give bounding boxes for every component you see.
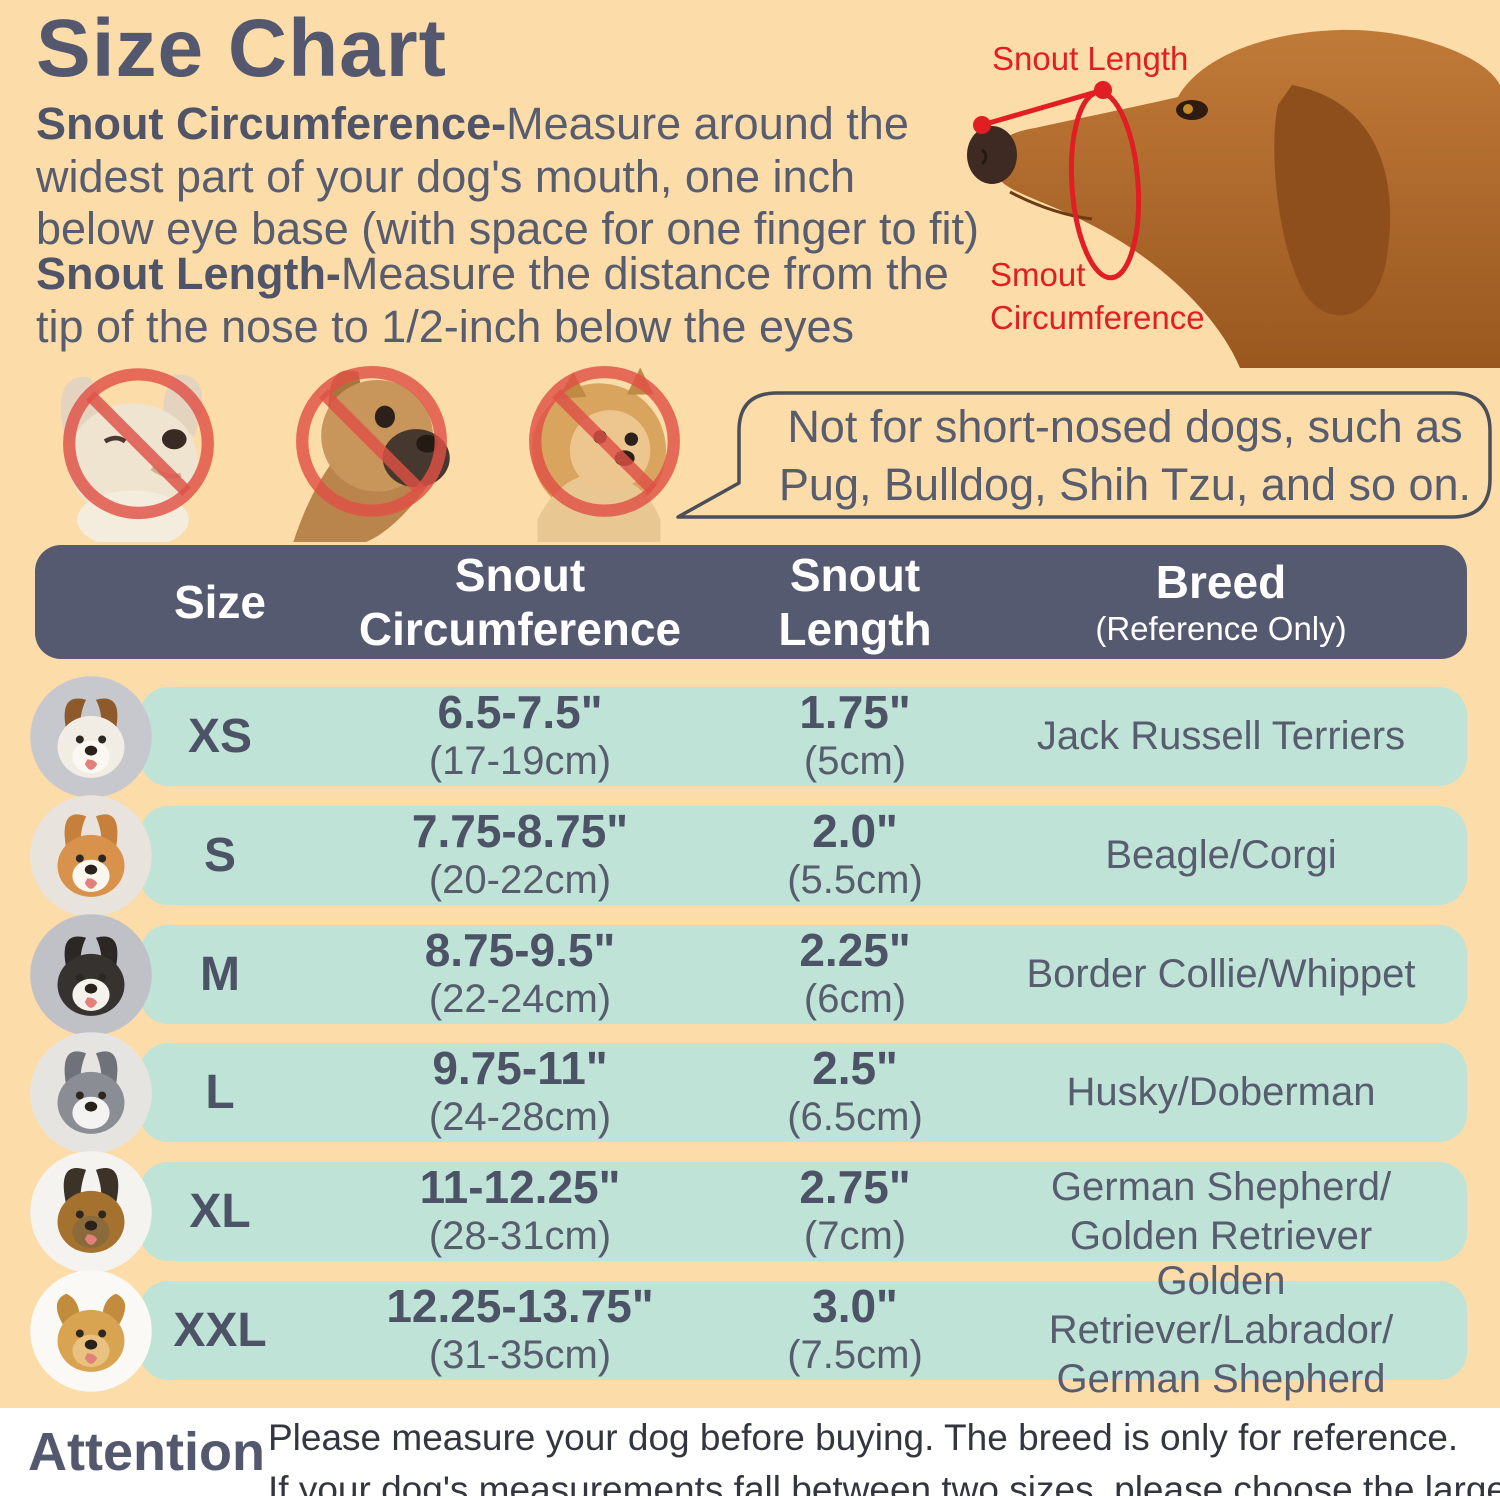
table-header: Size Snout Circumference Snout Length Br…: [35, 545, 1467, 659]
attention-line: Please measure your dog before buying. T…: [268, 1417, 1459, 1458]
size-cell: XXL: [173, 1304, 267, 1357]
instruction-text: Measure the distance from the tip of the…: [36, 248, 949, 352]
circumference-cell: 9.75-11" (24-28cm): [428, 1041, 612, 1140]
header-breed: Breed (Reference Only): [1095, 556, 1347, 648]
length-cell: 2.25" (6cm): [799, 923, 911, 1022]
dog-avatar-husky: [29, 1031, 153, 1155]
breed-cell: Golden Retriever/Labrador/German Shepher…: [1048, 1259, 1394, 1401]
circumference-cell: 7.75-8.75" (20-22cm): [411, 804, 629, 903]
breed-cell: German Shepherd/Golden Retriever: [1050, 1164, 1392, 1258]
speech-bubble: [676, 391, 1492, 519]
length-cell: 1.75" (5cm): [799, 685, 911, 784]
snout-circumference-annotation: Smout Circumference: [990, 256, 1205, 336]
attention-band: Attention Please measure your dog before…: [0, 1408, 1500, 1496]
no-french-bulldog-icon: [22, 352, 255, 549]
dog-avatar-corgi: [29, 794, 153, 918]
attention-line: If your dog's measurements fall between …: [268, 1468, 1500, 1496]
size-cell: L: [205, 1066, 235, 1119]
breed-cell: Beagle/Corgi: [1105, 833, 1337, 878]
length-cell: 2.5" (6.5cm): [787, 1041, 923, 1140]
size-cell: XS: [187, 710, 253, 763]
row-background: [140, 1043, 1467, 1142]
page-title: Size Chart: [36, 3, 447, 94]
table-row-xxl: XXL 12.25-13.75" (31-35cm) 3.0" (7.5cm) Go…: [30, 1259, 1467, 1401]
row-background: [140, 806, 1467, 905]
dog-avatar-border-collie: [29, 913, 153, 1037]
circumference-cell: 8.75-9.5" (22-24cm): [424, 923, 616, 1022]
snout-length-annotation: Snout Length: [992, 40, 1189, 77]
dog-avatar-german-shepherd: [29, 1150, 153, 1274]
table-row-s: S 7.75-8.75" (20-22cm) 2.0" (5.5cm) Beagle…: [30, 794, 1467, 917]
warning-line: Not for short-nosed dogs, such as: [787, 400, 1463, 452]
size-cell: XL: [189, 1185, 251, 1238]
circumference-cell: 6.5-7.5" (17-19cm): [428, 685, 612, 784]
row-background: [140, 1281, 1467, 1380]
warning-line: Pug, Bulldog, Shih Tzu, and so on.: [778, 459, 1472, 510]
breed-cell: Jack Russell Terriers: [1036, 714, 1406, 759]
length-cell: 2.75" (7cm): [799, 1160, 911, 1259]
snout-length-instructions: Snout Length-Measure the distance from t…: [36, 248, 1001, 353]
circumference-cell: 11-12.25" (28-31cm): [419, 1160, 621, 1259]
snout-circumference-instructions: Snout Circumference-Measure around the w…: [36, 98, 981, 256]
warning-bubble-text: Not for short-nosed dogs, such as Pug, B…: [770, 398, 1480, 514]
size-cell: S: [203, 829, 236, 882]
breed-cell: Border Collie/Whippet: [1026, 952, 1416, 997]
prohibited-dogs-row: [22, 352, 722, 549]
row-background: [140, 687, 1467, 786]
header-snout-circumference: Snout Circumference: [358, 548, 682, 655]
dog-avatar-jack-russell: [29, 675, 153, 799]
table-row-m: M 8.75-9.5" (22-24cm) 2.25" (6cm) Border C…: [30, 913, 1467, 1036]
header-size: Size: [173, 575, 267, 628]
header-snout-length: Snout Length: [778, 548, 932, 655]
length-cell: 2.0" (5.5cm): [787, 804, 923, 903]
instruction-lead: Snout Circumference-: [36, 98, 507, 149]
breed-cell: Husky/Doberman: [1066, 1070, 1376, 1115]
row-background: [140, 1162, 1467, 1261]
size-cell: M: [200, 948, 240, 1001]
no-pomeranian-icon: [488, 352, 721, 542]
instruction-text: Measure around the widest part of your d…: [36, 98, 980, 255]
measuring-diagram: Snout Length Smout Circumference: [940, 0, 1500, 368]
no-bulldog-icon: [255, 352, 488, 542]
table-row-xs: XS 6.5-7.5" (17-19cm) 1.75" (5cm) Jack Rus…: [30, 675, 1467, 798]
dog-avatar-golden-retriever: [29, 1269, 153, 1393]
attention-text: Please measure your dog before buying. T…: [268, 1412, 1500, 1496]
instruction-lead: Snout Length-: [36, 248, 341, 299]
table-row-xl: XL 11-12.25" (28-31cm) 2.75" (7cm) German …: [30, 1150, 1467, 1273]
attention-label: Attention: [28, 1422, 265, 1482]
row-background: [140, 925, 1467, 1024]
table-row-l: L 9.75-11" (24-28cm) 2.5" (6.5cm) Husky/Do…: [30, 1031, 1467, 1154]
length-cell: 3.0" (7.5cm): [787, 1279, 923, 1378]
dog-head-photo-icon: [967, 29, 1500, 368]
circumference-cell: 12.25-13.75" (31-35cm): [386, 1279, 654, 1378]
